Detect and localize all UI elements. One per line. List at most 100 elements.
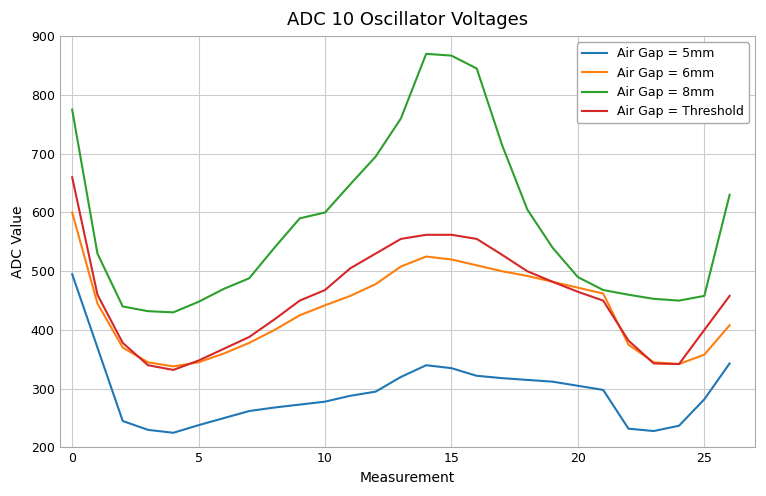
Air Gap = 5mm: [143, 427, 152, 433]
Air Gap = 8mm: [320, 209, 329, 215]
Air Gap = 5mm: [447, 365, 456, 371]
Air Gap = 6mm: [421, 253, 430, 259]
Air Gap = Threshold: [497, 252, 506, 258]
Air Gap = Threshold: [447, 232, 456, 238]
Line: Air Gap = Threshold: Air Gap = Threshold: [72, 177, 729, 370]
Air Gap = Threshold: [244, 334, 254, 340]
Air Gap = Threshold: [396, 236, 405, 242]
Air Gap = 5mm: [396, 374, 405, 380]
Air Gap = Threshold: [194, 358, 203, 364]
Air Gap = 6mm: [345, 293, 355, 299]
Air Gap = 5mm: [194, 422, 203, 428]
Air Gap = 5mm: [598, 387, 607, 393]
Air Gap = 6mm: [320, 303, 329, 309]
Air Gap = Threshold: [118, 340, 127, 346]
Air Gap = 5mm: [699, 396, 709, 402]
Air Gap = 8mm: [649, 296, 658, 302]
Air Gap = 6mm: [699, 352, 709, 358]
Air Gap = Threshold: [345, 265, 355, 271]
Air Gap = Threshold: [649, 361, 658, 367]
Air Gap = 6mm: [143, 359, 152, 365]
Air Gap = 5mm: [345, 393, 355, 399]
Air Gap = 5mm: [649, 428, 658, 434]
Air Gap = 8mm: [396, 116, 405, 122]
Air Gap = 6mm: [93, 301, 102, 307]
Air Gap = 6mm: [573, 285, 582, 291]
X-axis label: Measurement: Measurement: [359, 471, 455, 485]
Air Gap = 8mm: [143, 308, 152, 314]
Air Gap = 6mm: [725, 322, 734, 328]
Air Gap = 5mm: [118, 418, 127, 424]
Air Gap = Threshold: [699, 327, 709, 333]
Air Gap = 6mm: [472, 262, 481, 268]
Air Gap = 5mm: [472, 373, 481, 379]
Y-axis label: ADC Value: ADC Value: [11, 206, 25, 278]
Air Gap = 6mm: [169, 364, 178, 370]
Air Gap = Threshold: [93, 292, 102, 298]
Air Gap = Threshold: [371, 250, 380, 256]
Air Gap = 5mm: [219, 415, 228, 421]
Air Gap = 8mm: [598, 287, 607, 293]
Air Gap = 8mm: [270, 245, 279, 250]
Air Gap = 6mm: [118, 345, 127, 351]
Air Gap = Threshold: [472, 236, 481, 242]
Air Gap = 5mm: [169, 430, 178, 436]
Air Gap = 8mm: [118, 304, 127, 310]
Air Gap = 8mm: [472, 65, 481, 71]
Air Gap = 8mm: [674, 298, 683, 304]
Air Gap = Threshold: [270, 316, 279, 322]
Air Gap = Threshold: [598, 298, 607, 304]
Air Gap = 5mm: [548, 379, 557, 385]
Air Gap = Threshold: [169, 367, 178, 373]
Air Gap = 5mm: [573, 383, 582, 389]
Air Gap = 8mm: [548, 245, 557, 250]
Line: Air Gap = 8mm: Air Gap = 8mm: [72, 54, 729, 312]
Air Gap = 8mm: [624, 292, 633, 298]
Air Gap = 5mm: [497, 375, 506, 381]
Air Gap = 5mm: [67, 271, 77, 277]
Air Gap = 6mm: [497, 268, 506, 274]
Air Gap = 5mm: [93, 345, 102, 351]
Air Gap = 8mm: [244, 275, 254, 281]
Air Gap = 6mm: [270, 327, 279, 333]
Air Gap = Threshold: [320, 287, 329, 293]
Air Gap = 6mm: [244, 340, 254, 346]
Air Gap = 8mm: [421, 51, 430, 57]
Air Gap = 6mm: [624, 342, 633, 348]
Line: Air Gap = 5mm: Air Gap = 5mm: [72, 274, 729, 433]
Air Gap = 5mm: [725, 361, 734, 367]
Air Gap = 6mm: [649, 359, 658, 365]
Air Gap = Threshold: [548, 279, 557, 285]
Air Gap = Threshold: [295, 298, 304, 304]
Air Gap = 5mm: [522, 377, 532, 383]
Air Gap = 5mm: [624, 426, 633, 432]
Air Gap = 6mm: [67, 209, 77, 215]
Air Gap = 8mm: [93, 250, 102, 256]
Air Gap = 6mm: [194, 359, 203, 365]
Air Gap = Threshold: [674, 361, 683, 367]
Air Gap = 8mm: [194, 299, 203, 305]
Air Gap = 5mm: [270, 405, 279, 411]
Air Gap = 8mm: [219, 286, 228, 292]
Air Gap = Threshold: [67, 174, 77, 180]
Air Gap = 5mm: [244, 408, 254, 414]
Air Gap = 6mm: [447, 256, 456, 262]
Air Gap = 8mm: [447, 53, 456, 59]
Air Gap = 6mm: [396, 263, 405, 269]
Title: ADC 10 Oscillator Voltages: ADC 10 Oscillator Voltages: [286, 11, 528, 29]
Air Gap = 8mm: [67, 107, 77, 113]
Air Gap = 6mm: [371, 281, 380, 287]
Air Gap = Threshold: [143, 362, 152, 368]
Air Gap = 5mm: [295, 402, 304, 408]
Air Gap = Threshold: [725, 293, 734, 299]
Air Gap = 6mm: [219, 351, 228, 357]
Air Gap = 8mm: [371, 154, 380, 160]
Air Gap = 6mm: [598, 291, 607, 297]
Air Gap = Threshold: [219, 346, 228, 352]
Air Gap = 8mm: [573, 274, 582, 280]
Air Gap = 6mm: [674, 361, 683, 367]
Air Gap = 8mm: [725, 192, 734, 198]
Air Gap = 5mm: [371, 389, 380, 395]
Air Gap = Threshold: [624, 338, 633, 344]
Air Gap = 5mm: [421, 362, 430, 368]
